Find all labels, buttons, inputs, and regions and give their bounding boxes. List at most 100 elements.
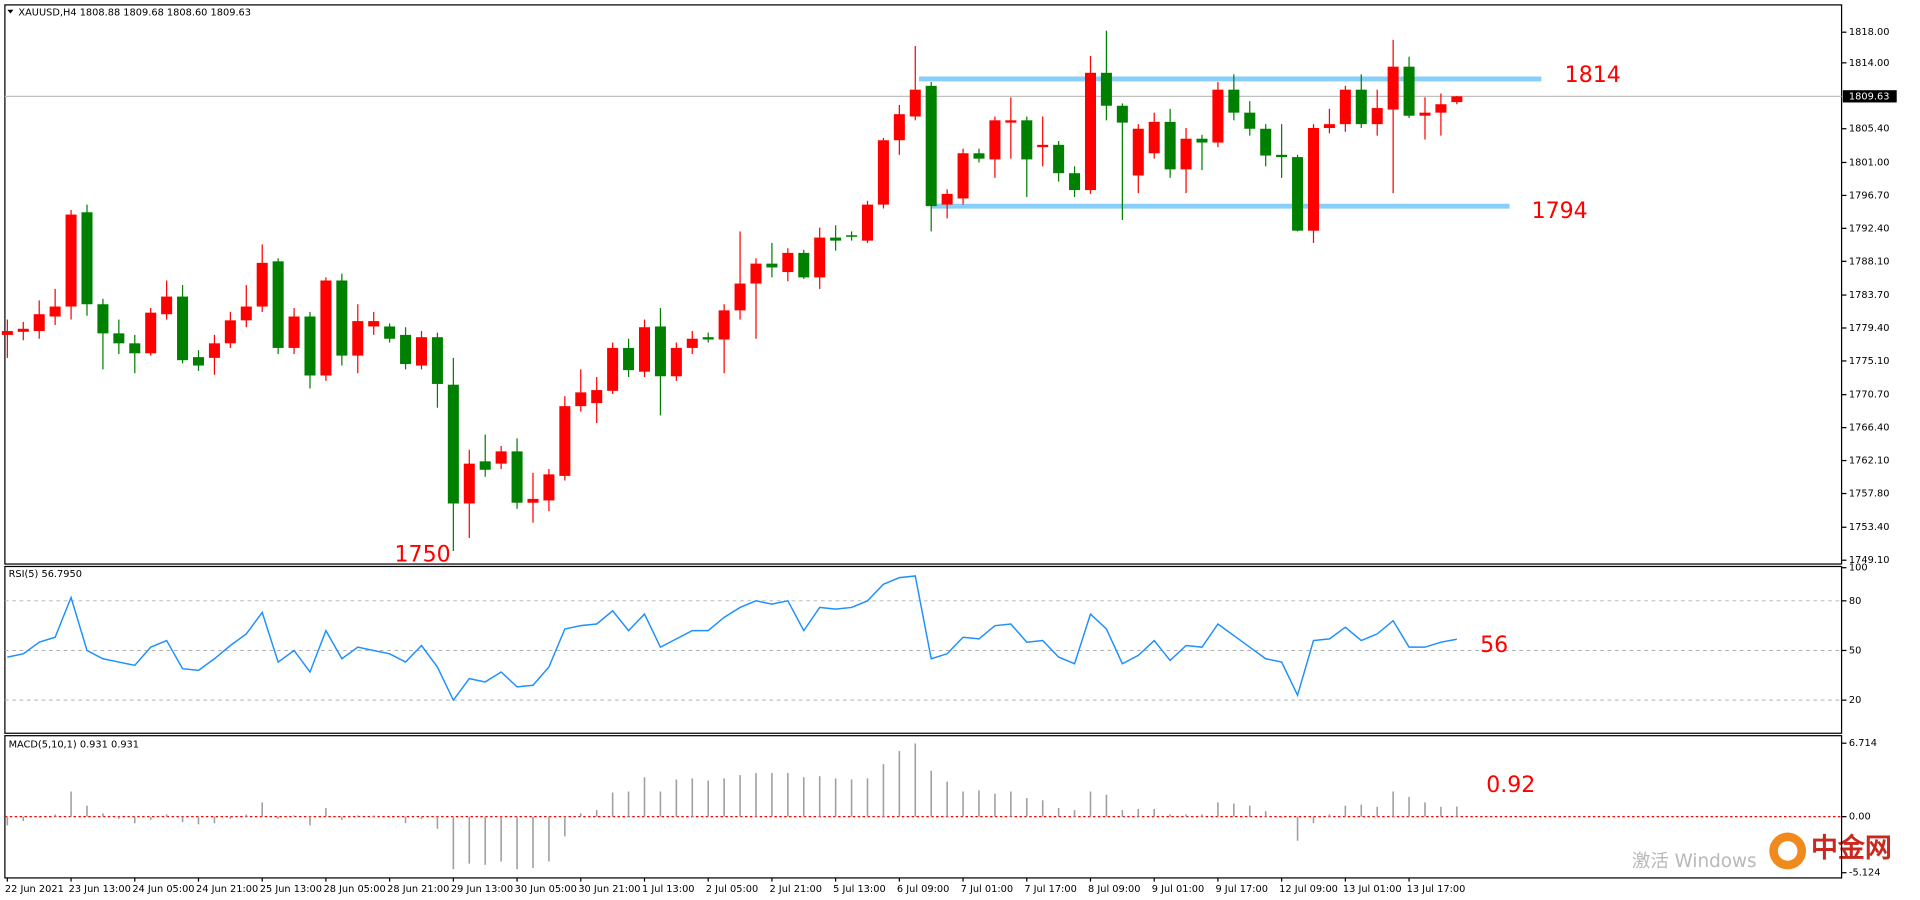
x-tick-label: 29 Jun 13:00 bbox=[451, 884, 513, 895]
x-tick-label: 30 Jun 05:00 bbox=[515, 884, 577, 895]
candle-body bbox=[702, 337, 714, 340]
y-tick-label: 6.714 bbox=[1849, 738, 1877, 749]
candle-body bbox=[352, 321, 364, 356]
candle-body bbox=[1164, 121, 1176, 170]
y-tick-label: 1814.00 bbox=[1849, 58, 1890, 69]
x-tick-label: 25 Jun 13:00 bbox=[260, 884, 322, 895]
candle-body bbox=[224, 320, 236, 344]
y-tick-label: 1783.70 bbox=[1849, 290, 1890, 301]
x-tick-label: 28 Jun 21:00 bbox=[387, 884, 449, 895]
candle-body bbox=[925, 85, 937, 207]
candle-body bbox=[1355, 89, 1367, 125]
candle-body bbox=[1, 331, 13, 335]
candle-body bbox=[575, 392, 587, 407]
candle-body bbox=[431, 337, 443, 384]
x-tick-label: 7 Jul 17:00 bbox=[1024, 884, 1076, 895]
candle-body bbox=[1435, 104, 1447, 113]
y-tick-label: 1796.70 bbox=[1849, 190, 1890, 201]
candle-body bbox=[1084, 72, 1097, 191]
y-tick-label: 0.00 bbox=[1849, 812, 1871, 823]
candle-body bbox=[766, 263, 778, 268]
annotation: 1794 bbox=[1532, 199, 1588, 224]
candle-body bbox=[97, 304, 109, 334]
candle-body bbox=[1021, 120, 1033, 160]
candle-body bbox=[830, 237, 842, 241]
candle-body bbox=[1387, 66, 1399, 110]
candle-body bbox=[1037, 144, 1049, 148]
annotation: 0.92 bbox=[1486, 773, 1535, 798]
candle-body bbox=[192, 357, 205, 366]
candle-body bbox=[1180, 138, 1192, 170]
candle-body bbox=[607, 347, 619, 391]
y-tick-label: 100 bbox=[1849, 563, 1868, 574]
candle-body bbox=[527, 498, 539, 503]
candle-body bbox=[177, 296, 189, 361]
candle-body bbox=[861, 204, 874, 241]
rsi-title: RSI(5) 56.7950 bbox=[9, 569, 82, 580]
candle-body bbox=[463, 463, 475, 504]
x-tick-label: 24 Jun 05:00 bbox=[132, 884, 194, 895]
candle-body bbox=[208, 343, 220, 358]
y-tick-label: 80 bbox=[1849, 596, 1861, 607]
candle-body bbox=[384, 326, 396, 339]
candle-body bbox=[1212, 89, 1224, 143]
candle-body bbox=[814, 237, 826, 278]
candle-body bbox=[909, 89, 921, 117]
candle-body bbox=[1292, 157, 1304, 231]
candle-body bbox=[623, 347, 635, 371]
candle-body bbox=[1053, 144, 1065, 174]
candle-body bbox=[1276, 154, 1288, 158]
candle-body bbox=[750, 263, 762, 284]
x-tick-label: 12 Jul 09:00 bbox=[1279, 884, 1338, 895]
current-price-box bbox=[1842, 90, 1897, 103]
candle-body bbox=[368, 321, 380, 327]
candle-body bbox=[718, 310, 730, 340]
candle-body bbox=[511, 451, 523, 503]
candle-body bbox=[1339, 89, 1351, 125]
candle-body bbox=[877, 140, 889, 205]
candle-body bbox=[559, 406, 571, 476]
candle-body bbox=[543, 474, 555, 501]
x-tick-label: 13 Jul 17:00 bbox=[1407, 884, 1466, 895]
candle-body bbox=[1069, 173, 1081, 191]
x-tick-label: 9 Jul 17:00 bbox=[1215, 884, 1267, 895]
x-tick-label: 24 Jun 21:00 bbox=[196, 884, 258, 895]
logo-icon-inner bbox=[1777, 841, 1798, 861]
candle-body bbox=[1260, 128, 1272, 156]
candle-body bbox=[1005, 120, 1017, 123]
candle-body bbox=[989, 120, 1001, 160]
candle-body bbox=[1116, 105, 1128, 123]
panel-frame bbox=[4, 4, 1843, 565]
y-tick-label: 1757.80 bbox=[1849, 489, 1890, 500]
candle-body bbox=[304, 316, 316, 376]
candle-body bbox=[240, 306, 252, 321]
x-tick-label: 22 Jun 2021 bbox=[5, 884, 64, 895]
candle-body bbox=[17, 328, 29, 332]
y-tick-label: 1762.10 bbox=[1849, 456, 1890, 467]
x-tick-label: 6 Jul 09:00 bbox=[897, 884, 949, 895]
y-tick-label: 1805.40 bbox=[1849, 124, 1890, 135]
annotation: 1750 bbox=[395, 542, 451, 567]
y-tick-label: 1775.10 bbox=[1849, 356, 1890, 367]
watermark: 激活 Windows bbox=[1632, 851, 1757, 872]
x-tick-label: 7 Jul 01:00 bbox=[961, 884, 1013, 895]
candle-body bbox=[495, 451, 507, 464]
candle-body bbox=[893, 114, 905, 141]
candle-body bbox=[1244, 112, 1256, 129]
candle-body bbox=[941, 193, 953, 205]
y-tick-label: -5.124 bbox=[1849, 868, 1881, 879]
x-tick-label: 30 Jun 21:00 bbox=[578, 884, 640, 895]
y-tick-label: 1770.70 bbox=[1849, 390, 1890, 401]
candle-body bbox=[973, 153, 985, 159]
y-tick-label: 1788.10 bbox=[1849, 256, 1890, 267]
candle-body bbox=[1307, 127, 1320, 231]
annotation: 56 bbox=[1480, 633, 1508, 658]
main-title: XAUUSD,H4 1808.88 1809.68 1808.60 1809.6… bbox=[18, 7, 251, 18]
candle-body bbox=[113, 333, 125, 344]
candle-body bbox=[49, 306, 61, 317]
candle-body bbox=[272, 261, 284, 348]
candle-body bbox=[81, 212, 93, 305]
